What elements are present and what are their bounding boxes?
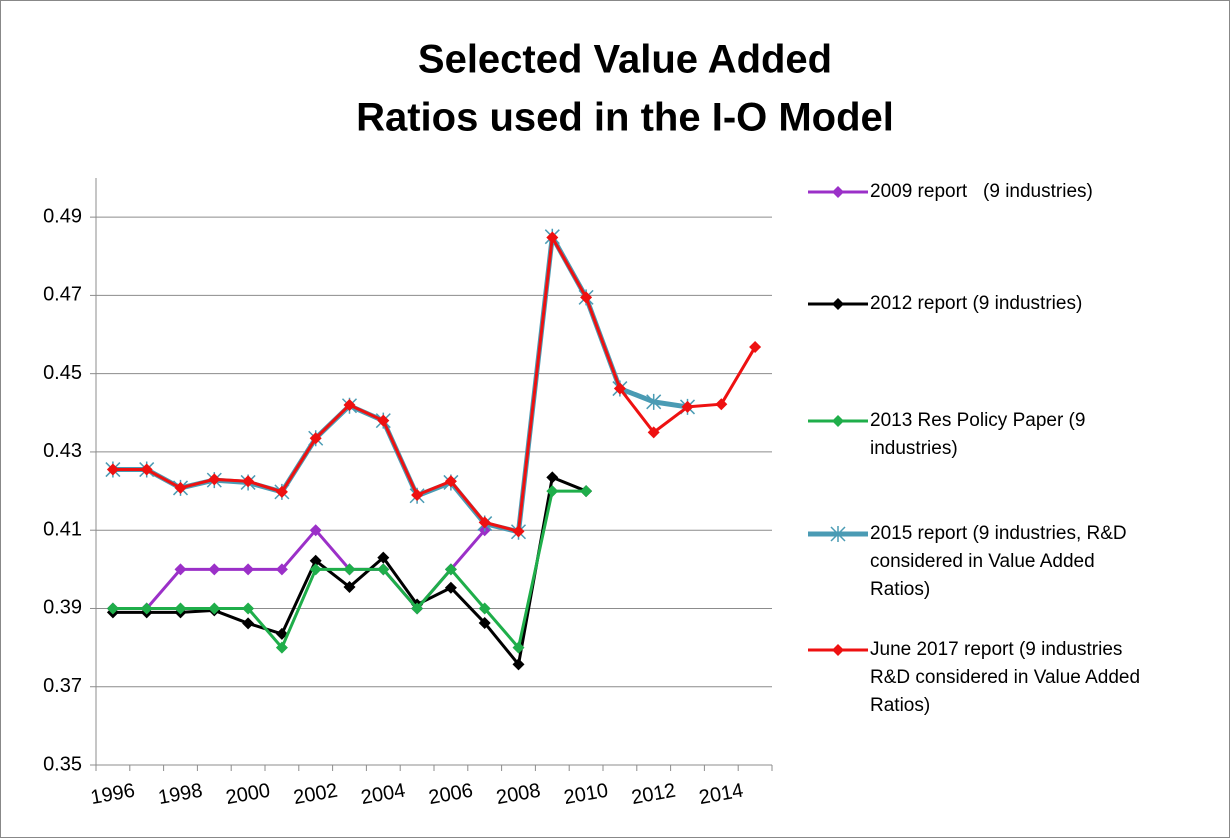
diamond-marker [546,231,559,244]
diamond-marker [444,581,457,594]
diamond-marker [275,485,288,498]
diamond-marker [275,641,288,654]
legend-swatch [808,526,868,542]
legend-swatch [808,298,868,310]
diamond-marker [478,516,491,529]
legend-item: June 2017 report (9 industries R&D consi… [806,636,1206,720]
diamond-marker [174,602,187,615]
diamond-marker [377,563,390,576]
diamond-marker [546,485,559,498]
legend-label: 2012 report (9 industries) [870,293,1083,314]
diamond-marker [478,616,491,629]
legend-swatch [808,186,868,198]
diamond-marker [343,398,356,411]
star-marker [646,393,662,410]
diamond-marker [208,563,221,576]
diamond-marker [444,475,457,488]
diamond-marker [140,463,153,476]
y-tick-label: 0.45 [43,362,82,384]
diamond-marker [580,485,593,498]
diamond-marker [681,400,694,413]
legend-swatch [808,644,868,656]
legend-item: 2013 Res Policy Paper (9 industries) [806,407,1206,463]
diamond-marker [411,488,424,501]
diamond-marker [512,658,525,671]
legend-item: 2012 report (9 industries) [806,290,1206,318]
diamond-marker [140,602,153,615]
diamond-marker [832,298,844,310]
y-tick-label: 0.37 [43,675,82,697]
y-tick-label: 0.39 [43,597,82,619]
chart-title: Selected Value Added [418,38,832,82]
y-tick-label: 0.41 [43,518,82,540]
legend-label: 2009 report (9 industries) [870,181,1093,202]
diamond-marker [208,602,221,615]
diamond-marker [832,186,844,198]
diamond-marker [832,415,844,427]
legend-item: 2015 report (9 industries, R&D considere… [806,520,1206,604]
diamond-marker [832,644,844,656]
diamond-marker [275,563,288,576]
diamond-marker [411,602,424,615]
legend-label: June 2017 report (9 industries R&D consi… [870,639,1146,716]
diamond-marker [343,563,356,576]
chart-title: Ratios used in the I-O Model [356,96,894,140]
diamond-marker [106,463,119,476]
y-tick-label: 0.35 [43,753,82,775]
diamond-marker [242,475,255,488]
diamond-marker [242,602,255,615]
diamond-marker [309,563,322,576]
diamond-marker [512,641,525,654]
diamond-marker [478,602,491,615]
diamond-marker [242,563,255,576]
diamond-marker [546,471,559,484]
diamond-marker [242,617,255,630]
y-tick-label: 0.47 [43,284,82,306]
diamond-marker [106,602,119,615]
diamond-marker [174,563,187,576]
diamond-marker [174,481,187,494]
diamond-marker [715,398,728,411]
diamond-marker [613,382,626,395]
y-tick-label: 0.43 [43,440,82,462]
diamond-marker [749,341,762,354]
diamond-marker [647,426,660,439]
diamond-marker [208,473,221,486]
diamond-marker [309,524,322,537]
diamond-marker [377,414,390,427]
legend-label: 2013 Res Policy Paper (9 industries) [870,410,1091,459]
diamond-marker [343,580,356,593]
diamond-marker [512,525,525,538]
legend-label: 2015 report (9 industries, R&D considere… [870,523,1132,600]
diamond-marker [309,554,322,567]
legend-swatch [808,415,868,427]
diamond-marker [580,291,593,304]
legend-item: 2009 report (9 industries) [806,178,1206,206]
star-marker [830,526,846,542]
y-tick-label: 0.49 [43,205,82,227]
diamond-marker [309,432,322,445]
diamond-marker [444,563,457,576]
diamond-marker [377,551,390,564]
